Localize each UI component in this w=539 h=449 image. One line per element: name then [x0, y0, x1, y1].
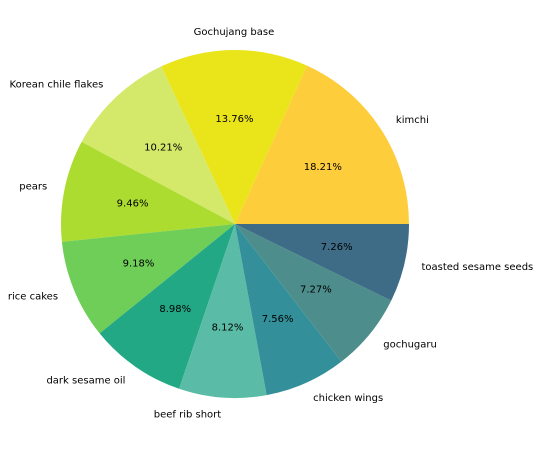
pie-slice-beef-rib-short — [179, 224, 267, 399]
percent-label-gochugaru: 7.27% — [300, 285, 332, 296]
category-label-dark-sesame-oil: dark sesame oil — [46, 375, 125, 386]
slices-layer — [61, 49, 409, 399]
pie-slice-pears — [61, 141, 236, 242]
pie-slice-kimchi — [235, 65, 409, 224]
category-label-toasted-sesame-seeds: toasted sesame seeds — [421, 262, 533, 273]
percent-label-rice-cakes: 9.18% — [123, 258, 155, 269]
pie-slice-gochugaru — [235, 224, 392, 362]
percent-labels-layer: 18.21% 13.76% 10.21% 9.46% 9.18% 8.98% 8.12% 7.… — [117, 114, 353, 334]
pie-slice-dark-sesame-oil — [99, 224, 235, 389]
percent-label-pears: 9.46% — [117, 198, 149, 209]
category-label-beef-rib-short: beef rib short — [154, 409, 222, 420]
pie-slice-rice-cakes — [61, 224, 235, 334]
percent-label-beef-rib-short: 8.12% — [212, 323, 244, 334]
percent-label-chicken-wings: 7.56% — [262, 314, 294, 325]
category-label-gochujang-base: Gochujang base — [194, 27, 275, 38]
percent-label-gochujang-base: 13.76% — [215, 114, 253, 125]
percent-label-toasted-sesame-seeds: 7.26% — [321, 242, 353, 253]
pie-slice-toasted-sesame-seeds — [235, 224, 409, 301]
pie-slice-chicken-wings — [235, 224, 342, 396]
percent-label-korean-chile-flakes: 10.21% — [144, 143, 182, 154]
category-label-pears: pears — [19, 182, 47, 193]
category-label-kimchi: kimchi — [396, 115, 429, 126]
pie-slice-gochujang-base — [161, 49, 308, 224]
percent-label-kimchi: 18.21% — [304, 162, 342, 173]
percent-label-dark-sesame-oil: 8.98% — [159, 304, 191, 315]
category-label-rice-cakes: rice cakes — [8, 291, 58, 302]
category-label-gochugaru: gochugaru — [383, 340, 437, 351]
category-label-chicken-wings: chicken wings — [313, 393, 383, 404]
category-labels-layer: kimchi Gochujang base Korean chile flakes p… — [8, 27, 533, 420]
pie-slice-korean-chile-flakes — [81, 66, 235, 224]
category-label-korean-chile-flakes: Korean chile flakes — [10, 80, 104, 91]
